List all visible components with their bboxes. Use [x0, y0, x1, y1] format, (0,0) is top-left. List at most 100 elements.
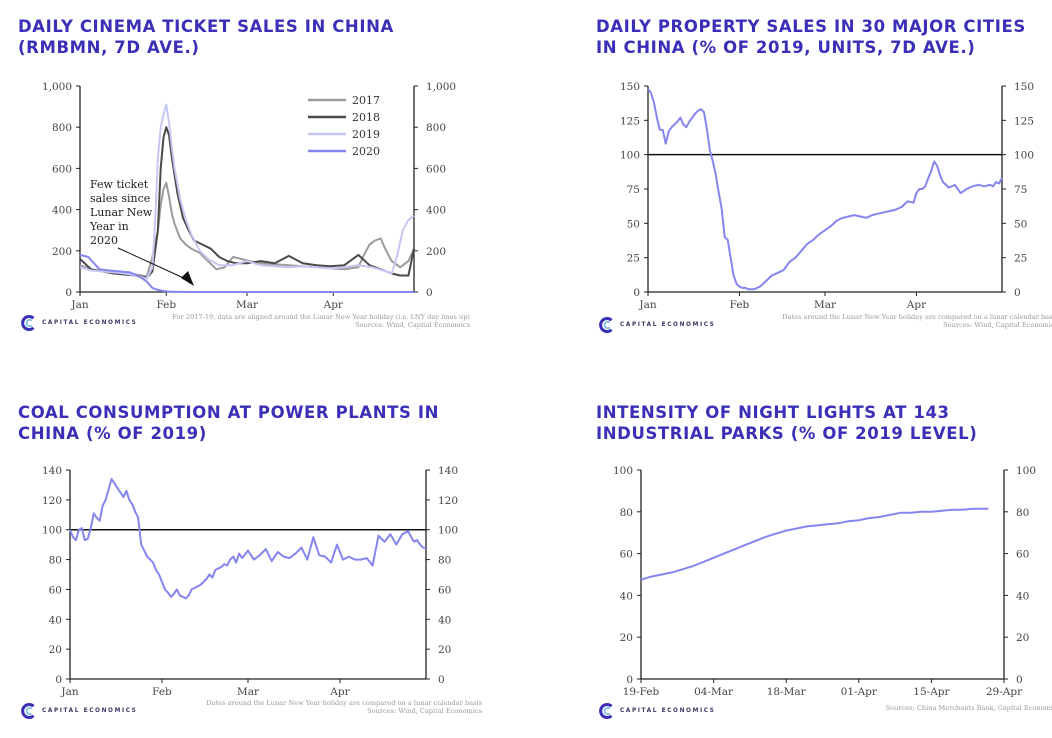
annotation-text: Year in: [89, 220, 129, 233]
y-tick-label-left: 80: [49, 555, 62, 567]
y-tick-label-right: 125: [1014, 115, 1034, 127]
capital-economics-logo: [599, 317, 613, 333]
annotation-arrow-shaft: [117, 247, 189, 281]
x-tick-label: Feb: [152, 686, 172, 698]
y-tick-label-left: 0: [633, 287, 640, 299]
night-lights-chart: 0 0 20 20 40 40 60 60 80 80 100 100 19-Feb 04-Mar 18-M…: [613, 465, 1052, 712]
y-tick-label-left: 400: [52, 205, 72, 217]
brand: CAPITAL ECONOMICS: [20, 702, 137, 720]
y-tick-label-left: 800: [52, 122, 72, 134]
legend-label: 2020: [352, 145, 380, 158]
y-tick-label-right: 25: [1014, 253, 1027, 265]
y-tick-label-right: 80: [438, 555, 451, 567]
x-tick-label: Mar: [237, 686, 260, 698]
chart-title: DAILY CINEMA TICKET SALES IN CHINA (RMBM…: [18, 16, 394, 58]
annotation-text: 2020: [90, 234, 118, 247]
footnote: Dates around the Lunar New Year holiday …: [782, 313, 1052, 321]
y-tick-label-right: 150: [1014, 81, 1034, 93]
x-tick-label: Mar: [814, 299, 837, 311]
x-tick-label: Mar: [236, 299, 259, 311]
x-tick-label: Jan: [638, 299, 656, 311]
y-tick-label-left: 25: [627, 253, 640, 265]
y-tick-label-right: 800: [426, 122, 446, 134]
legend-label: 2019: [352, 128, 380, 141]
brand-name: CAPITAL ECONOMICS: [620, 322, 716, 328]
y-tick-label-right: 60: [438, 584, 451, 596]
brand: CAPITAL ECONOMICS: [598, 702, 715, 720]
x-tick-label: 29-Apr: [986, 686, 1023, 698]
capital-economics-logo: [21, 315, 35, 331]
series-line-2017: [79, 181, 415, 278]
chart-title-line: INTENSITY OF NIGHT LIGHTS AT 143: [596, 403, 950, 422]
capital-economics-logo: [21, 703, 35, 719]
series-line-night-lights: [640, 507, 989, 581]
y-tick-label-right: 40: [1016, 590, 1029, 602]
y-tick-label-left: 60: [49, 584, 62, 596]
x-tick-label: Apr: [329, 686, 350, 698]
legend-label: 2017: [352, 94, 380, 107]
footnote: Sources: China Merchants Bank, Capital E…: [886, 704, 1052, 712]
x-tick-label: Jan: [70, 299, 88, 311]
y-tick-label-left: 75: [627, 184, 640, 196]
capital-economics-logo: [599, 703, 613, 719]
y-tick-label-right: 0: [1014, 287, 1021, 299]
annotation-text: Lunar New: [90, 206, 153, 219]
brand-name: CAPITAL ECONOMICS: [42, 708, 138, 714]
x-tick-label: 18-Mar: [767, 686, 807, 698]
brand-name: CAPITAL ECONOMICS: [42, 320, 138, 326]
footnote: Sources: Wind, Capital Economics: [943, 321, 1052, 329]
y-tick-label-right: 100: [438, 525, 458, 537]
y-tick-label-left: 125: [620, 115, 640, 127]
series-line-coal-consumption: [69, 478, 426, 600]
y-tick-label-right: 140: [438, 465, 458, 477]
chart-title-line: COAL CONSUMPTION AT POWER PLANTS IN: [18, 403, 439, 422]
y-tick-label-left: 600: [52, 163, 72, 175]
x-tick-label: 19-Feb: [623, 686, 660, 698]
y-tick-label-right: 100: [1016, 465, 1036, 477]
y-tick-label-left: 60: [620, 549, 633, 561]
panel-property: DAILY PROPERTY SALES IN 30 MAJOR CITIES …: [596, 16, 1052, 334]
y-tick-label-left: 100: [620, 150, 640, 162]
footnote: Sources: Wind, Capital Economics: [355, 321, 470, 329]
chart-title-line: DAILY PROPERTY SALES IN 30 MAJOR CITIES: [596, 17, 1026, 36]
x-tick-label: Feb: [156, 299, 176, 311]
y-tick-label-right: 0: [438, 674, 445, 686]
chart-title-line: DAILY CINEMA TICKET SALES IN CHINA: [18, 17, 394, 36]
y-tick-label-left: 80: [620, 507, 633, 519]
y-tick-label-right: 200: [426, 246, 446, 258]
y-tick-label-left: 40: [620, 590, 633, 602]
y-tick-label-left: 100: [613, 465, 633, 477]
footnote: Sources: Wind, Capital Economics: [367, 707, 482, 715]
chart-title-line: INDUSTRIAL PARKS (% OF 2019 LEVEL): [596, 424, 978, 443]
legend-label: 2018: [352, 111, 380, 124]
y-tick-label-right: 100: [1014, 150, 1034, 162]
footnote: For 2017-19, data are aligned around the…: [172, 313, 470, 321]
y-tick-label-left: 120: [42, 495, 62, 507]
panel-cinema: DAILY CINEMA TICKET SALES IN CHINA (RMBM…: [18, 16, 488, 332]
series-line-2019: [79, 103, 415, 280]
y-tick-label-right: 20: [1016, 632, 1029, 644]
brand: CAPITAL ECONOMICS: [20, 314, 137, 332]
annotation-text: sales since: [90, 192, 150, 205]
y-tick-label-right: 400: [426, 205, 446, 217]
chart-title: DAILY PROPERTY SALES IN 30 MAJOR CITIES …: [596, 16, 1026, 58]
y-tick-label-right: 80: [1016, 507, 1029, 519]
x-tick-label: Feb: [730, 299, 750, 311]
y-tick-label-right: 0: [1016, 674, 1023, 686]
x-tick-label: 15-Apr: [913, 686, 950, 698]
annotation-arrow-head: [181, 271, 194, 286]
y-tick-label-right: 40: [438, 614, 451, 626]
y-tick-label-left: 1,000: [42, 81, 72, 93]
y-tick-label-right: 600: [426, 163, 446, 175]
y-tick-label-left: 100: [42, 525, 62, 537]
y-tick-label-right: 50: [1014, 218, 1027, 230]
brand: CAPITAL ECONOMICS: [598, 316, 715, 334]
chart-title-line: IN CHINA (% OF 2019, UNITS, 7D AVE.): [596, 38, 976, 57]
y-tick-label-right: 1,000: [426, 81, 456, 93]
y-tick-label-right: 60: [1016, 549, 1029, 561]
y-tick-label-left: 20: [620, 632, 633, 644]
footnote: Dates around the Lunar New Year holiday …: [206, 699, 482, 707]
x-tick-label: Apr: [906, 299, 927, 311]
series-line-property-sales: [647, 88, 1003, 291]
y-tick-label-left: 0: [55, 674, 62, 686]
